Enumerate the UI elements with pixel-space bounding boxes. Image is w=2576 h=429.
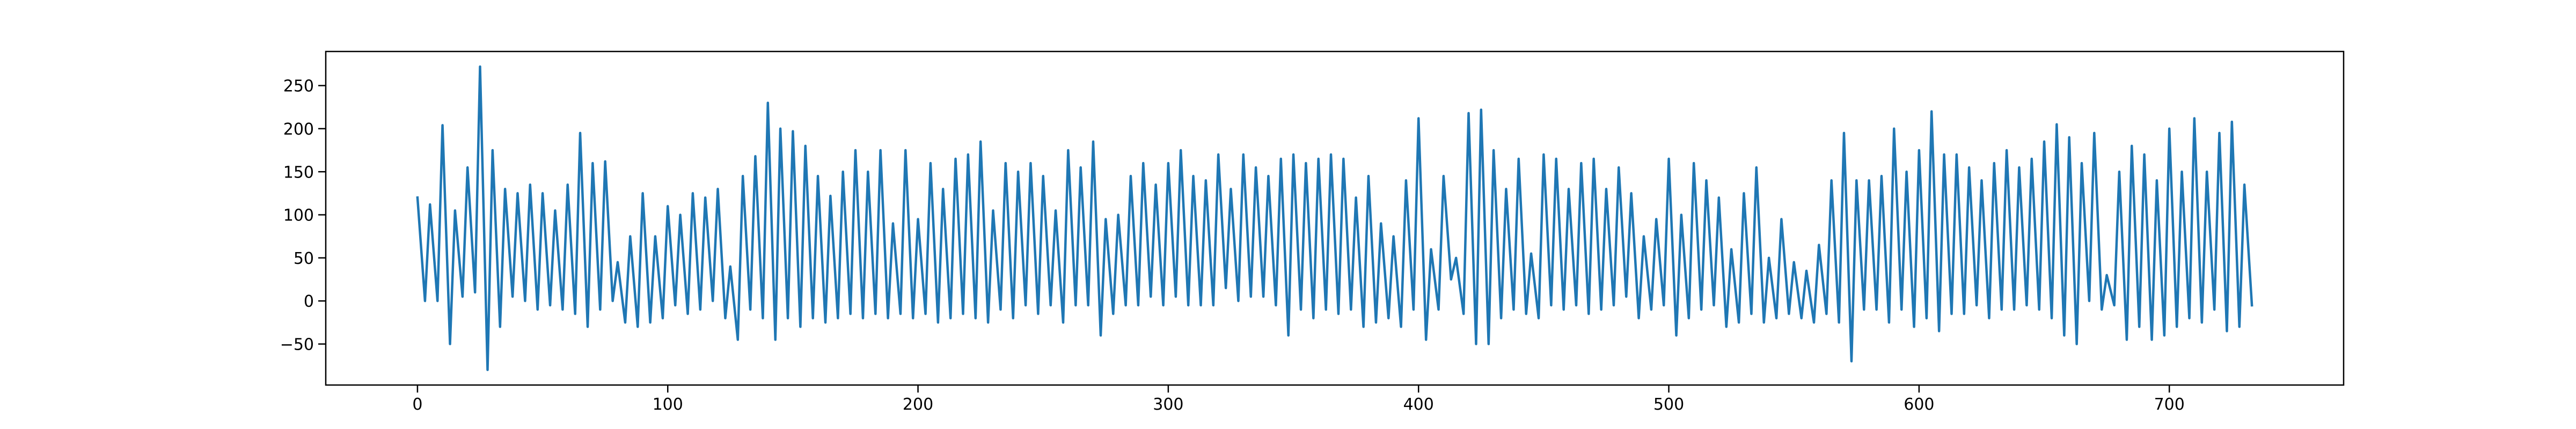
x-tick-label: 300 — [1153, 395, 1183, 414]
y-tick-label: 100 — [283, 206, 314, 225]
x-tick-label: 400 — [1403, 395, 1434, 414]
data-line — [416, 65, 2253, 371]
x-tick-label: 0 — [412, 395, 422, 414]
y-tick-label: 200 — [283, 120, 314, 139]
plot-frame — [325, 50, 2345, 386]
y-tick-label: 250 — [283, 77, 314, 96]
y-tick-label: −50 — [280, 336, 314, 354]
x-tick-label: 500 — [1653, 395, 1684, 414]
y-tick-label: 50 — [294, 249, 314, 268]
x-tick-label: 700 — [2154, 395, 2185, 414]
x-tick-label: 100 — [653, 395, 683, 414]
y-tick-label: 0 — [304, 292, 314, 311]
x-tick-label: 200 — [903, 395, 933, 414]
x-tick-label: 600 — [1904, 395, 1934, 414]
y-tick-label: 150 — [283, 163, 314, 182]
